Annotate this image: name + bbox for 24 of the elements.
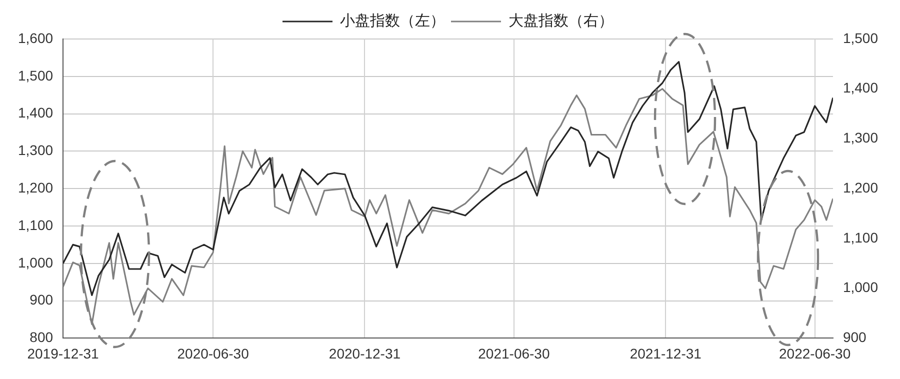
y-tick-label: 1,600: [18, 30, 54, 46]
x-tick-label: 2019-12-31: [27, 345, 100, 362]
legend-label: 大盘指数（右）: [508, 12, 614, 30]
x-tick-label: 2020-06-30: [177, 345, 250, 362]
x-tick-label: 2022-06-30: [779, 345, 851, 362]
y-tick-label: 800: [30, 329, 54, 346]
y-tick-label: 1,300: [18, 142, 54, 158]
y-tick-label: 1,000: [18, 254, 54, 270]
y-tick-label: 1,500: [18, 67, 54, 84]
y2-tick-label: 1,400: [842, 80, 878, 96]
y2-tick-label: 1,300: [842, 130, 878, 146]
x-tick-label: 2020-12-31: [328, 345, 401, 362]
y-tick-label: 1,200: [18, 179, 54, 196]
y-tick-label: 900: [30, 292, 54, 308]
x-tick-label: 2021-12-31: [630, 345, 702, 362]
y2-tick-label: 1,000: [842, 279, 878, 296]
y2-tick-label: 900: [842, 329, 867, 346]
x-tick-label: 2021-06-30: [478, 345, 550, 362]
y2-tick-label: 1,500: [842, 30, 878, 46]
legend-label: 小盘指数（左）: [340, 12, 445, 30]
y2-tick-label: 1,200: [842, 179, 878, 196]
y2-tick-label: 1,100: [842, 229, 878, 246]
y-tick-label: 1,100: [18, 216, 54, 233]
y-tick-label: 1,400: [18, 104, 54, 121]
